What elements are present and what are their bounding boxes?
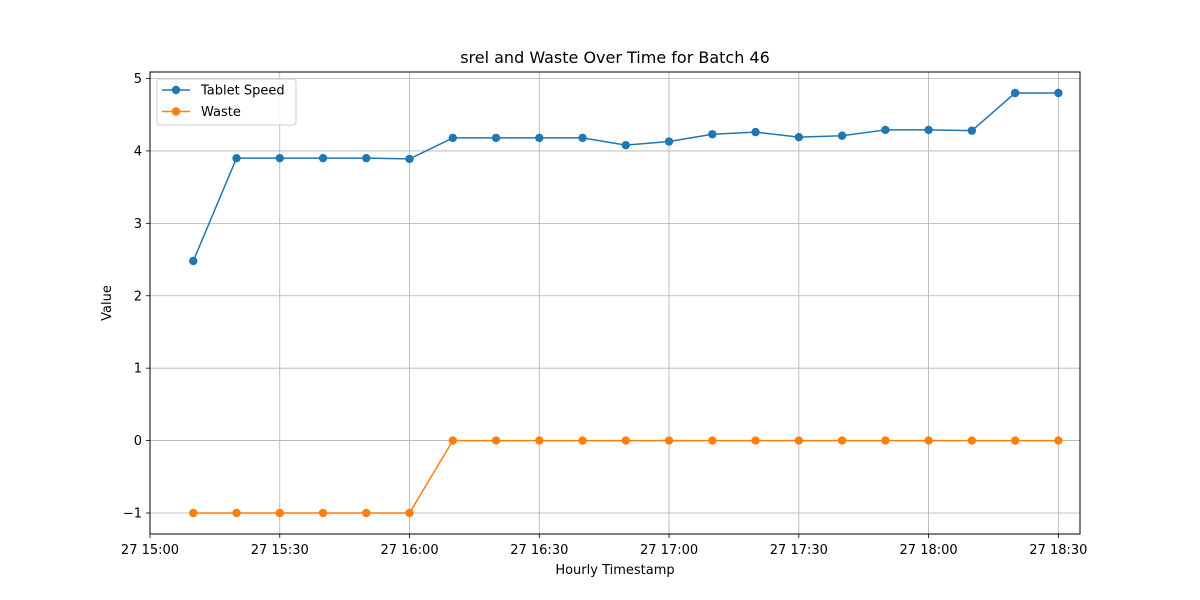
x-tick-label: 27 15:00 [121, 543, 179, 558]
legend-waste-label: Waste [201, 105, 241, 120]
x-tick-label: 27 18:00 [900, 543, 958, 558]
x-tick-label: 27 15:30 [251, 543, 309, 558]
tablet-speed-point [794, 132, 804, 142]
waste-point [362, 508, 371, 518]
x-tick-label: 27 18:30 [1029, 543, 1087, 558]
waste-point [1054, 436, 1063, 445]
tablet-speed-point [881, 125, 890, 135]
legend-tablet-speed-marker [171, 85, 181, 95]
waste-point [751, 436, 760, 445]
waste-point [1010, 436, 1020, 445]
waste-point [535, 436, 544, 445]
y-tick-label: 1 [134, 362, 142, 377]
waste-point [664, 436, 674, 445]
tablet-speed-point [1054, 88, 1063, 98]
y-tick-label: 5 [134, 72, 142, 87]
y-tick-label: 3 [134, 217, 142, 232]
x-tick-label: 27 17:30 [770, 543, 828, 558]
legend-tablet-speed-label: Tablet Speed [200, 84, 285, 99]
chart-title: srel and Waste Over Time for Batch 46 [460, 48, 770, 67]
tablet-speed-point [275, 153, 284, 163]
tablet-speed-point [189, 256, 198, 266]
tablet-speed-point [967, 126, 977, 135]
tablet-speed-point [535, 133, 544, 143]
legend-waste-marker [171, 107, 181, 116]
grid-lines [149, 72, 1080, 534]
tablet-speed-point [232, 153, 241, 163]
legend-box [156, 78, 297, 126]
waste-point [578, 436, 587, 445]
y-tick-label: 0 [134, 434, 142, 449]
y-tick-label: 4 [134, 144, 142, 159]
tablet-speed-point [448, 133, 457, 143]
tablet-speed-point [664, 137, 674, 146]
tablet-speed-point [708, 130, 717, 139]
tablet-speed-point [837, 131, 847, 140]
waste-point [232, 508, 241, 518]
waste-point [967, 436, 977, 445]
tablet-speed-point [491, 133, 501, 143]
waste-point [275, 508, 284, 518]
waste-point [708, 436, 717, 445]
series-layer [189, 88, 1063, 518]
tablet-speed-point [362, 153, 371, 163]
y-tick-label: 2 [134, 289, 142, 304]
waste-point [924, 436, 933, 445]
x-axis-ticks: 27 15:00 27 15:30 27 16:00 27 16:30 27 17:00… [121, 534, 1087, 558]
waste-point [794, 436, 804, 445]
y-axis-label: Value [100, 285, 115, 321]
waste-point [621, 436, 631, 445]
tablet-speed-point [924, 125, 933, 135]
waste-point [491, 436, 501, 445]
waste-point [318, 508, 328, 518]
x-tick-label: 27 16:00 [380, 543, 438, 558]
tablet-speed-point [621, 140, 631, 150]
plot-frame [149, 71, 1081, 535]
waste-point [189, 508, 198, 518]
x-tick-label: 27 17:00 [640, 543, 698, 558]
tablet-speed-point [1010, 88, 1020, 98]
waste-point [881, 436, 890, 445]
waste-point [448, 436, 457, 445]
y-axis-ticks: −1 0 1 2 3 4 5 [123, 72, 150, 522]
tablet-speed-point [578, 133, 587, 143]
legend: Tablet Speed Waste [156, 78, 297, 126]
tablet-speed-point [751, 127, 760, 137]
tablet-speed-point [318, 153, 328, 163]
y-tick-label: −1 [123, 507, 142, 522]
waste-point [837, 436, 847, 445]
waste-point [405, 508, 414, 518]
tablet-speed-point [405, 154, 414, 164]
x-tick-label: 27 16:30 [510, 543, 568, 558]
x-axis-label: Hourly Timestamp [555, 563, 674, 578]
